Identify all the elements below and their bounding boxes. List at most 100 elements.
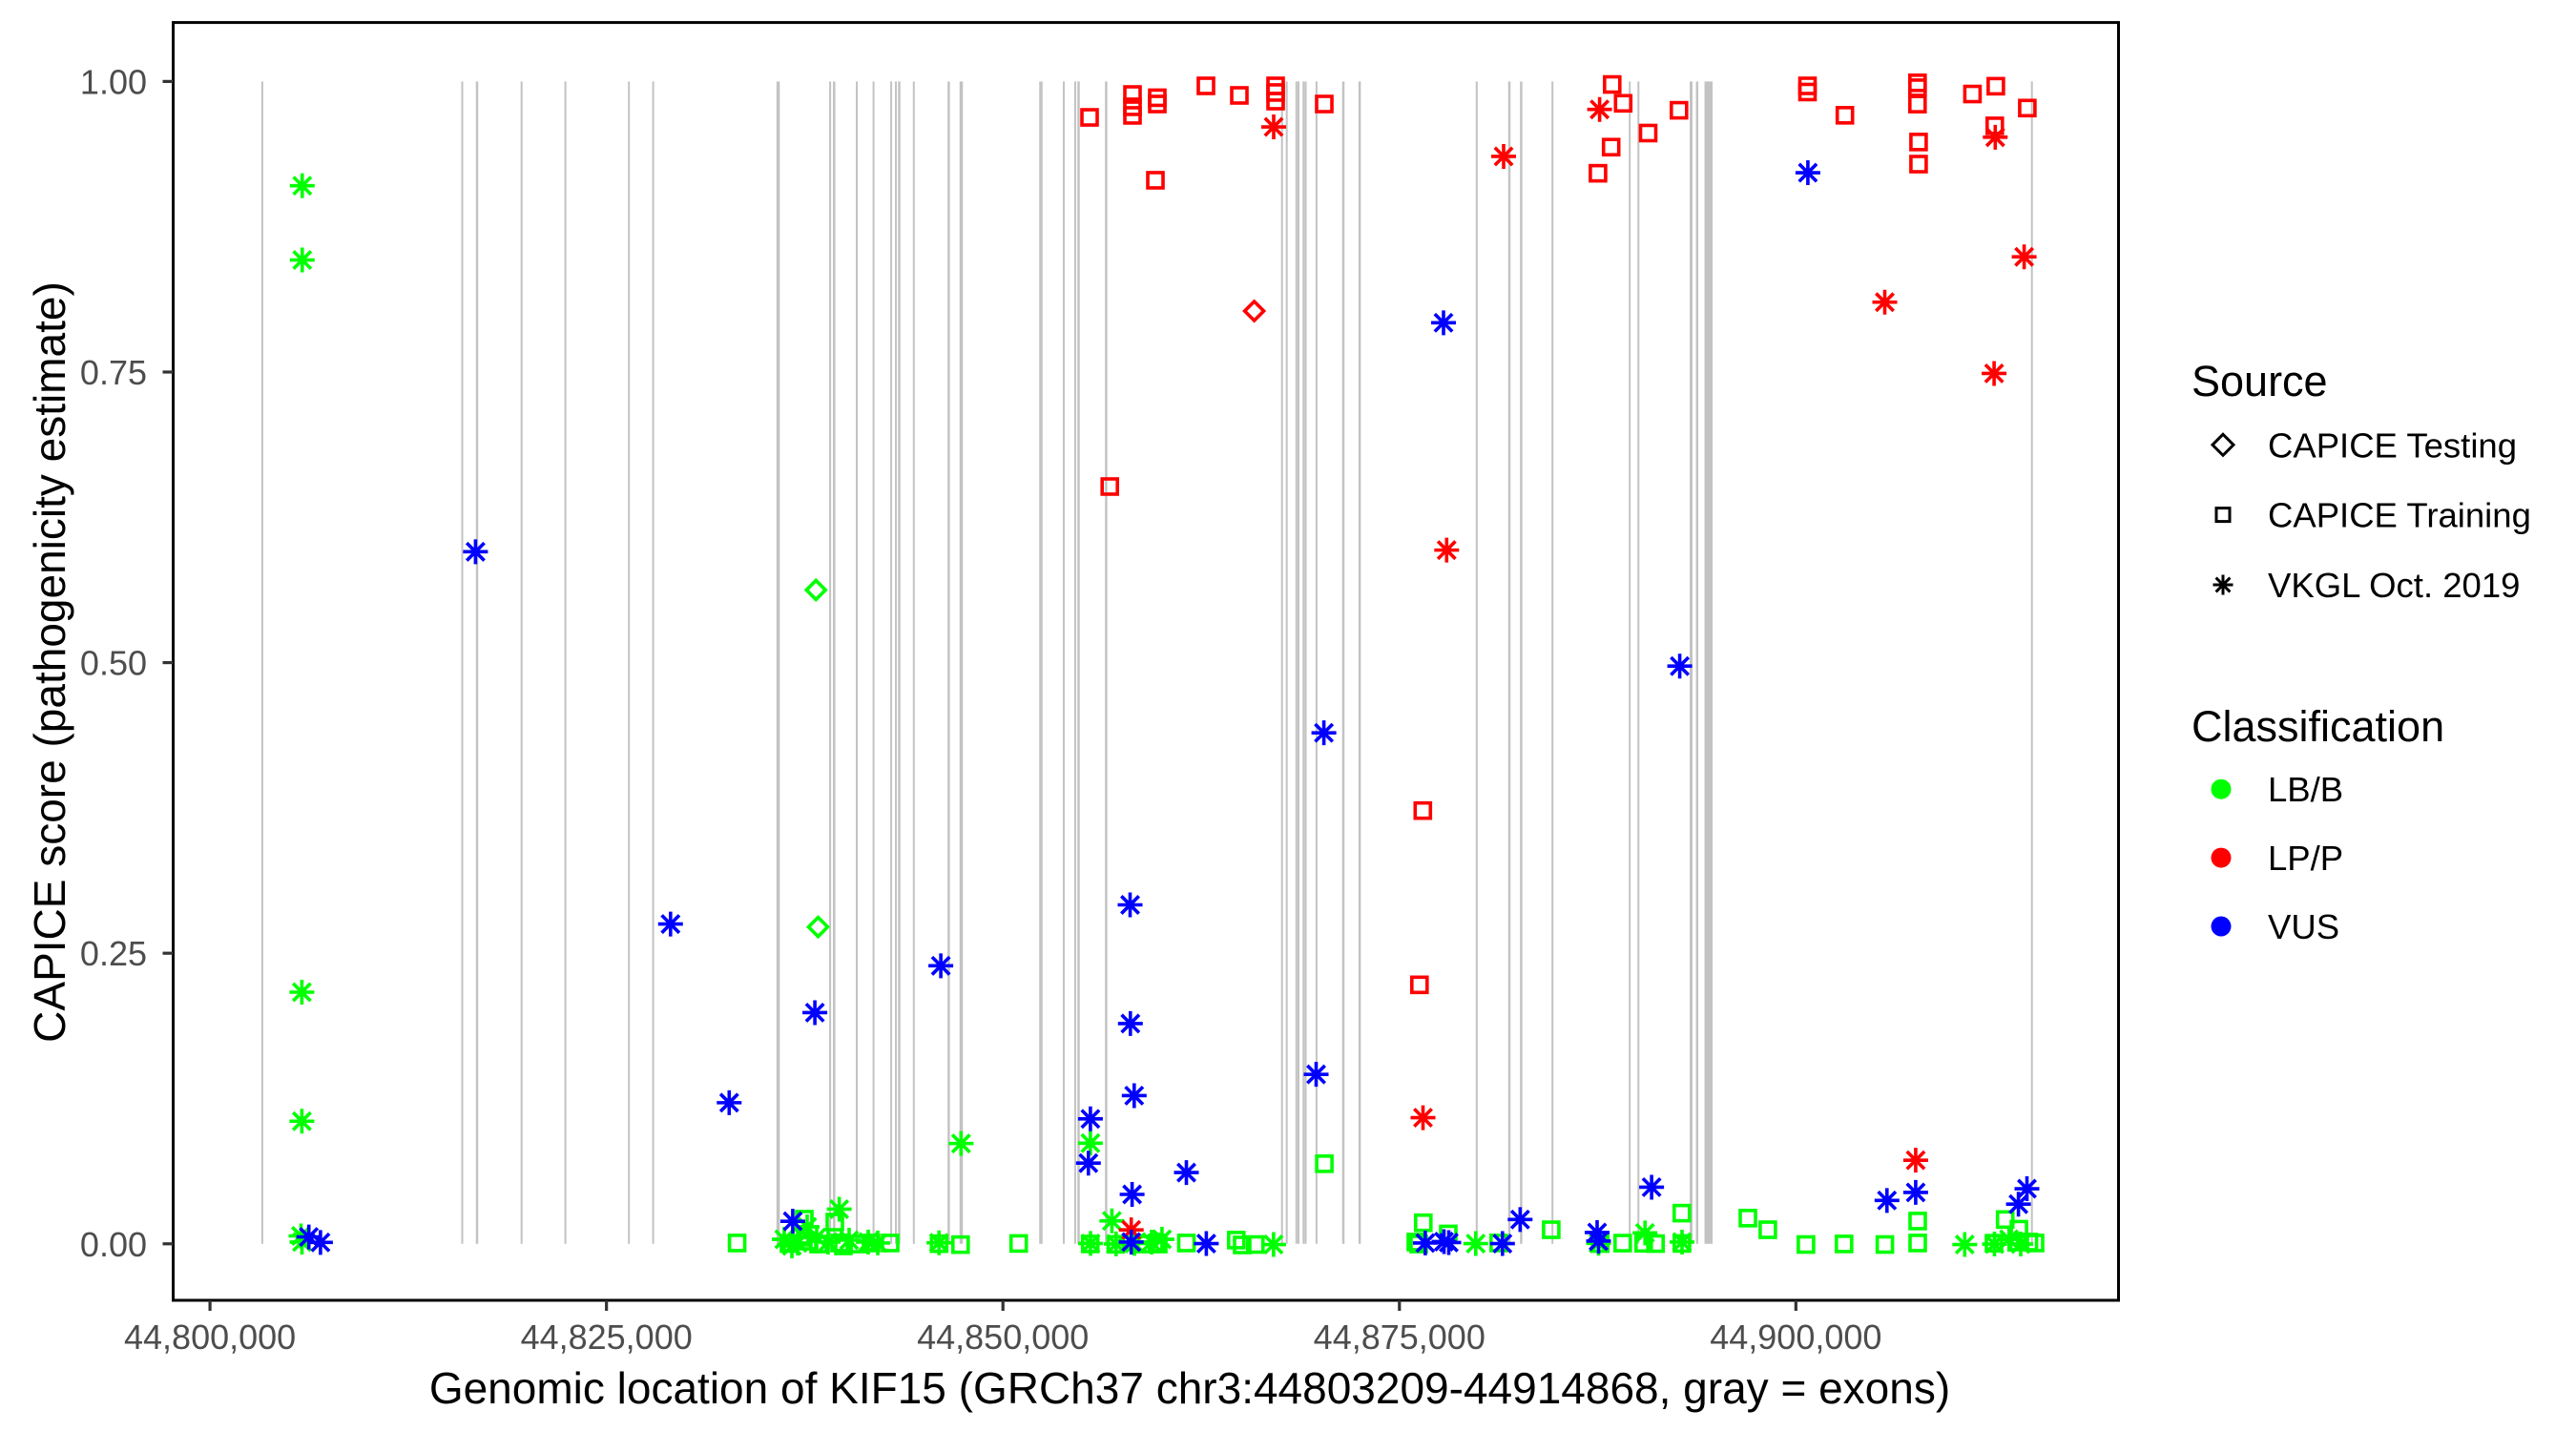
- point-asterisk: [2005, 1192, 2031, 1217]
- legend-classification-item-label: LP/P: [2268, 839, 2343, 878]
- point-asterisk: [928, 953, 954, 979]
- point-asterisk: [1119, 1182, 1145, 1207]
- exon-segment: [260, 81, 263, 1244]
- y-tick-label: 1.00: [80, 62, 147, 101]
- exon-segment: [1704, 81, 1714, 1244]
- exon-segment: [898, 81, 901, 1244]
- point-square: [1100, 477, 1120, 496]
- y-tick-label: 0.50: [80, 644, 147, 683]
- point-square: [727, 1234, 747, 1253]
- legend-key-asterisk-icon: [2212, 574, 2233, 595]
- point-square: [1601, 137, 1621, 157]
- point-asterisk: [836, 1228, 862, 1254]
- exon-segment: [1358, 81, 1361, 1244]
- exon-segment: [1297, 81, 1300, 1244]
- point-asterisk: [804, 1224, 830, 1250]
- point-square: [1758, 1220, 1777, 1239]
- point-square: [1146, 171, 1165, 190]
- point-asterisk: [1586, 1228, 1611, 1254]
- point-asterisk: [1491, 143, 1516, 169]
- point-asterisk: [785, 1230, 811, 1255]
- point-asterisk: [289, 173, 315, 198]
- point-asterisk: [657, 911, 683, 937]
- point-square: [1233, 1235, 1252, 1255]
- point-square: [1148, 94, 1167, 114]
- exon-segment: [1689, 81, 1693, 1244]
- point-square: [1315, 94, 1334, 114]
- exon-segment: [1285, 81, 1288, 1244]
- exon-segment: [1280, 81, 1283, 1244]
- point-square: [1875, 1234, 1895, 1255]
- point-asterisk: [289, 247, 315, 273]
- point-diamond: [1242, 299, 1267, 323]
- point-square: [1909, 133, 1928, 152]
- point-square: [1738, 1209, 1757, 1228]
- point-asterisk: [1410, 1105, 1436, 1130]
- x-tick-label: 44,800,000: [124, 1317, 296, 1357]
- point-asterisk: [1117, 892, 1143, 918]
- exon-segment: [959, 81, 964, 1244]
- point-square: [1196, 76, 1215, 95]
- point-asterisk: [2008, 1232, 2034, 1257]
- x-tick-label: 44,825,000: [521, 1317, 693, 1357]
- point-square: [1123, 106, 1142, 125]
- point-square: [1613, 1234, 1632, 1253]
- point-asterisk: [1489, 1231, 1515, 1256]
- point-square: [1315, 1154, 1334, 1173]
- exon-segment: [1295, 81, 1298, 1244]
- point-asterisk: [1996, 1227, 2022, 1253]
- point-square: [1672, 1203, 1692, 1223]
- point-square: [1835, 106, 1855, 125]
- exon-segment: [2030, 81, 2033, 1244]
- exon-segment: [1695, 81, 1699, 1244]
- point-asterisk: [307, 1230, 333, 1255]
- exon-segment: [1520, 81, 1523, 1244]
- axes-layer: 44,800,000 44,825,000 44,850,000 44,875,000…: [80, 62, 1882, 1357]
- point-square: [2018, 98, 2037, 118]
- legend-source-title: Source: [2192, 357, 2328, 405]
- point-asterisk: [802, 1000, 828, 1026]
- point-square: [2009, 1219, 2028, 1239]
- exon-segment: [564, 81, 567, 1244]
- point-asterisk: [1667, 653, 1693, 679]
- exon-segment: [1062, 81, 1065, 1244]
- point-square: [1907, 73, 1927, 93]
- point-asterisk: [1902, 1148, 1928, 1173]
- point-asterisk: [1795, 160, 1820, 186]
- point-square: [1613, 93, 1633, 114]
- point-asterisk: [1670, 1229, 1694, 1255]
- point-asterisk: [948, 1130, 974, 1156]
- legend-classification-title: Classification: [2192, 702, 2444, 751]
- point-asterisk: [1118, 1229, 1144, 1255]
- exon-segment: [1637, 81, 1640, 1244]
- point-asterisk: [1639, 1174, 1665, 1200]
- exon-segment: [1302, 81, 1305, 1244]
- series-capice-training-lb-b: [727, 1154, 2045, 1255]
- series-vkgl-oct-2019-lp-p: [1118, 96, 2037, 1243]
- data-points-layer: [288, 73, 2045, 1258]
- exon-segment: [1304, 81, 1307, 1244]
- point-asterisk: [2014, 1176, 2040, 1202]
- point-square: [1963, 84, 1983, 104]
- legend-source-item-label: CAPICE Testing: [2268, 425, 2517, 465]
- point-asterisk: [296, 1224, 322, 1250]
- exon-segment: [475, 81, 479, 1244]
- point-square: [1995, 1210, 2015, 1230]
- point-asterisk: [1436, 1230, 1462, 1255]
- point-asterisk: [1982, 1232, 2007, 1257]
- point-asterisk: [1149, 1227, 1174, 1253]
- point-asterisk: [1632, 1220, 1658, 1246]
- point-asterisk: [1872, 289, 1898, 315]
- x-tick-label: 44,850,000: [917, 1317, 1089, 1357]
- point-square: [1413, 800, 1433, 820]
- series-capice-testing-lp-p: [1242, 299, 1267, 323]
- exon-segment: [890, 81, 893, 1244]
- point-asterisk: [1194, 1231, 1219, 1256]
- exon-segment: [520, 81, 523, 1244]
- point-asterisk: [1303, 1062, 1329, 1088]
- point-asterisk: [1952, 1232, 1978, 1257]
- point-square: [1646, 1234, 1665, 1254]
- legend-source-item-label: CAPICE Training: [2268, 496, 2531, 535]
- point-asterisk: [1431, 310, 1456, 336]
- exon-segment: [1315, 81, 1318, 1244]
